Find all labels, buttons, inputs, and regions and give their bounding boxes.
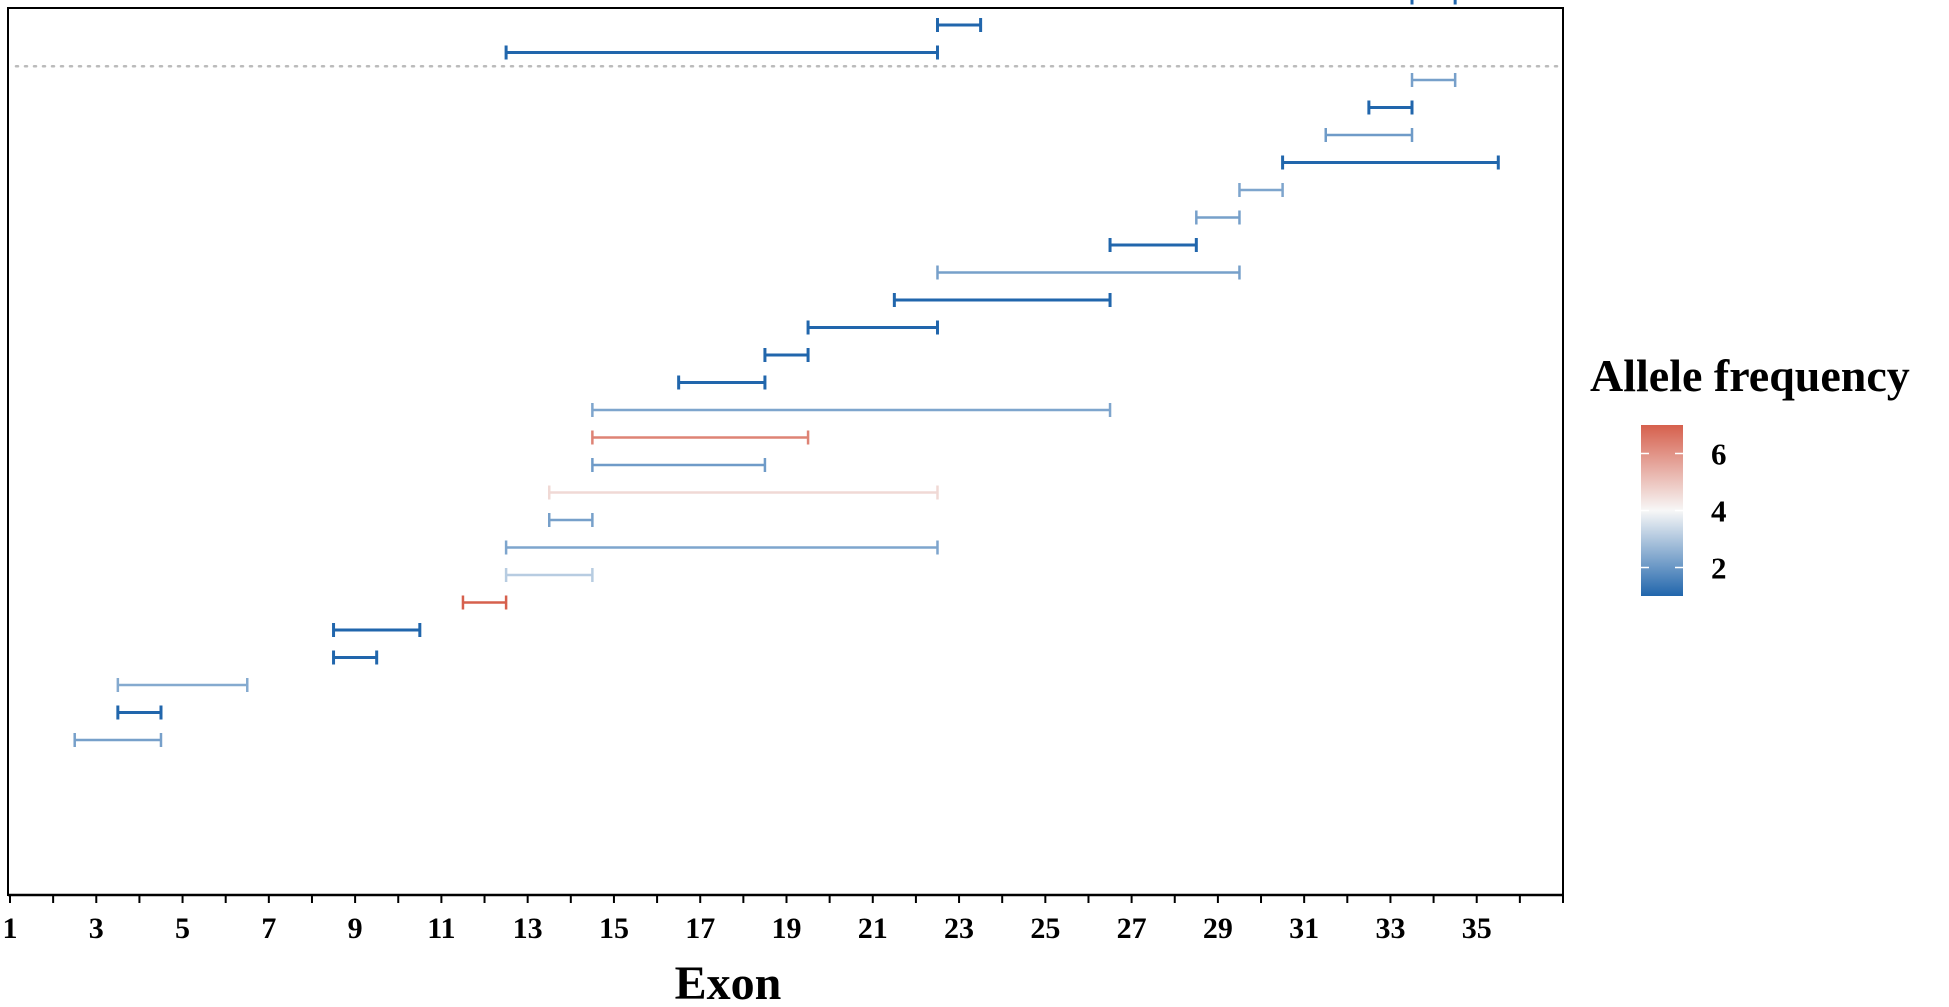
range-segment: [547, 485, 939, 500]
range-segment: [591, 458, 767, 472]
range-segment: [1195, 210, 1241, 225]
range-segment: [504, 45, 939, 60]
x-tick-label: 21: [858, 912, 888, 945]
x-axis-title: Exon: [675, 957, 782, 1007]
plot-panel-border: [7, 7, 1564, 896]
range-segment: [1410, 73, 1457, 87]
range-segment: [806, 320, 939, 335]
range-segment: [935, 18, 983, 32]
x-tick-label: 15: [599, 912, 629, 945]
x-tick-label: 33: [1375, 912, 1405, 945]
range-segment: [73, 733, 163, 747]
legend-tick-label: 2: [1711, 551, 1727, 586]
x-tick-label: 19: [772, 912, 802, 945]
range-segment: [1108, 238, 1198, 252]
range-segment: [677, 375, 767, 390]
range-segment: [332, 650, 379, 665]
x-tick-label: 23: [944, 912, 974, 945]
legend-tick-layer: 2 4 6: [1641, 437, 1727, 586]
range-segment: [591, 403, 1112, 417]
x-tick-label: 11: [427, 912, 455, 945]
range-segment: [763, 348, 810, 362]
color-legend: Allele frequency 2 4 6: [1590, 350, 1910, 596]
range-segment: [936, 265, 1241, 280]
x-tick-label: 13: [513, 912, 543, 945]
x-tick-layer: 1 3 5 7 9 11 13 15 17 19 21 23 25 27 29 31 33 35: [3, 895, 1564, 945]
x-tick-label: 31: [1289, 912, 1319, 945]
range-segment: [1238, 183, 1284, 197]
range-segment: [1324, 128, 1414, 142]
range-segment: [892, 293, 1112, 307]
x-tick-label: 5: [175, 912, 190, 945]
x-tick-label: 25: [1030, 912, 1060, 945]
range-segment: [1367, 100, 1414, 115]
x-tick-label: 7: [261, 912, 276, 945]
x-tick-label: 3: [89, 912, 104, 945]
range-segment: [1281, 155, 1500, 170]
x-tick-label: 35: [1462, 912, 1492, 945]
range-segment: [1410, 0, 1457, 5]
range-segment: [591, 430, 810, 445]
range-segment: [461, 595, 508, 610]
range-segment: [116, 705, 163, 720]
x-tick-label: 27: [1117, 912, 1147, 945]
plot-panel: [7, 0, 1564, 896]
range-segment: [332, 623, 422, 637]
range-segment: [547, 513, 594, 527]
legend-title: Allele frequency: [1590, 350, 1910, 401]
x-axis: 1 3 5 7 9 11 13 15 17 19 21 23 25 27 29 31 33 35: [3, 893, 1564, 945]
x-tick-label: 9: [348, 912, 363, 945]
range-segment: [116, 678, 249, 692]
legend-tick-label: 4: [1711, 494, 1727, 529]
x-tick-label: 29: [1203, 912, 1233, 945]
legend-tick-label: 6: [1711, 437, 1727, 472]
x-tick-label: 17: [685, 912, 715, 945]
x-tick-label: 1: [3, 912, 18, 945]
range-segment: [504, 540, 939, 555]
segment-layer: [73, 0, 1500, 747]
range-segment: [504, 568, 594, 582]
